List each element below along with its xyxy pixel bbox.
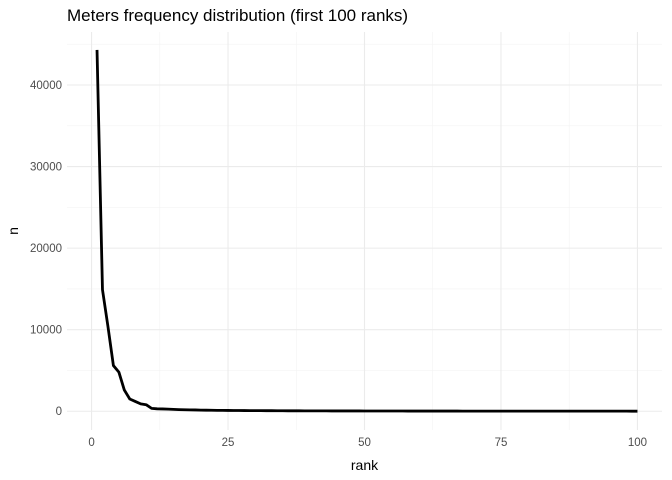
y-axis-title: n bbox=[5, 227, 21, 235]
x-tick-label: 0 bbox=[88, 437, 94, 449]
x-tick-label: 50 bbox=[358, 437, 371, 449]
series-line bbox=[95, 49, 638, 413]
chart-title: Meters frequency distribution (first 100… bbox=[67, 6, 408, 25]
y-tick-label: 40000 bbox=[30, 80, 62, 92]
tick-labels: 0 25 50 75 100 0 10000 20000 30000 40000 bbox=[30, 80, 647, 449]
x-tick-label: 75 bbox=[495, 437, 508, 449]
y-tick-label: 0 bbox=[56, 406, 62, 418]
grid bbox=[67, 32, 662, 430]
x-axis-title: rank bbox=[351, 457, 379, 473]
y-tick-label: 30000 bbox=[30, 162, 62, 174]
x-tick-label: 100 bbox=[628, 437, 647, 449]
x-tick-label: 25 bbox=[222, 437, 235, 449]
series-layer bbox=[95, 49, 638, 413]
y-tick-label: 20000 bbox=[30, 243, 62, 255]
y-tick-label: 10000 bbox=[30, 325, 62, 337]
